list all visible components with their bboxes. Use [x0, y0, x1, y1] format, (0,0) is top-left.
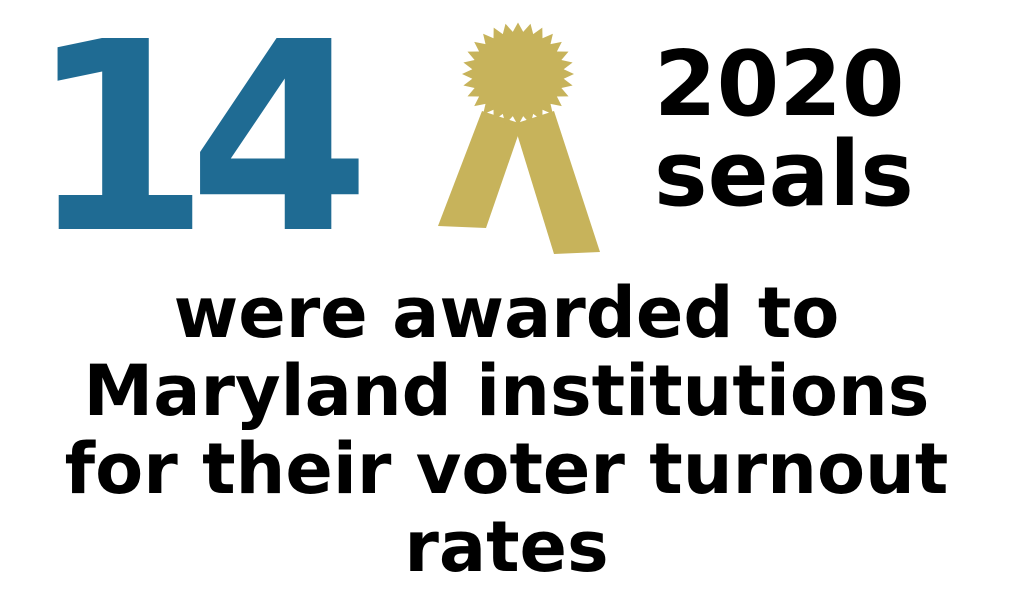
ribbon-right-tail: [514, 111, 600, 254]
rosette: [462, 22, 574, 126]
award-ribbon-icon: [418, 16, 618, 261]
award-ribbon-graphic: [438, 22, 600, 254]
caption-line: rates: [404, 506, 609, 588]
caption-line: were awarded to: [173, 272, 840, 354]
seal-year: 2020: [654, 32, 905, 137]
seal-count: 14: [28, 0, 371, 291]
caption-line: for their voter turnout: [64, 428, 949, 510]
seal-unit-label: seals: [654, 122, 914, 227]
ribbon-left-tail: [438, 111, 522, 228]
caption-line: Maryland institutions: [83, 350, 930, 432]
caption: were awarded to Maryland institutions fo…: [0, 274, 1013, 586]
